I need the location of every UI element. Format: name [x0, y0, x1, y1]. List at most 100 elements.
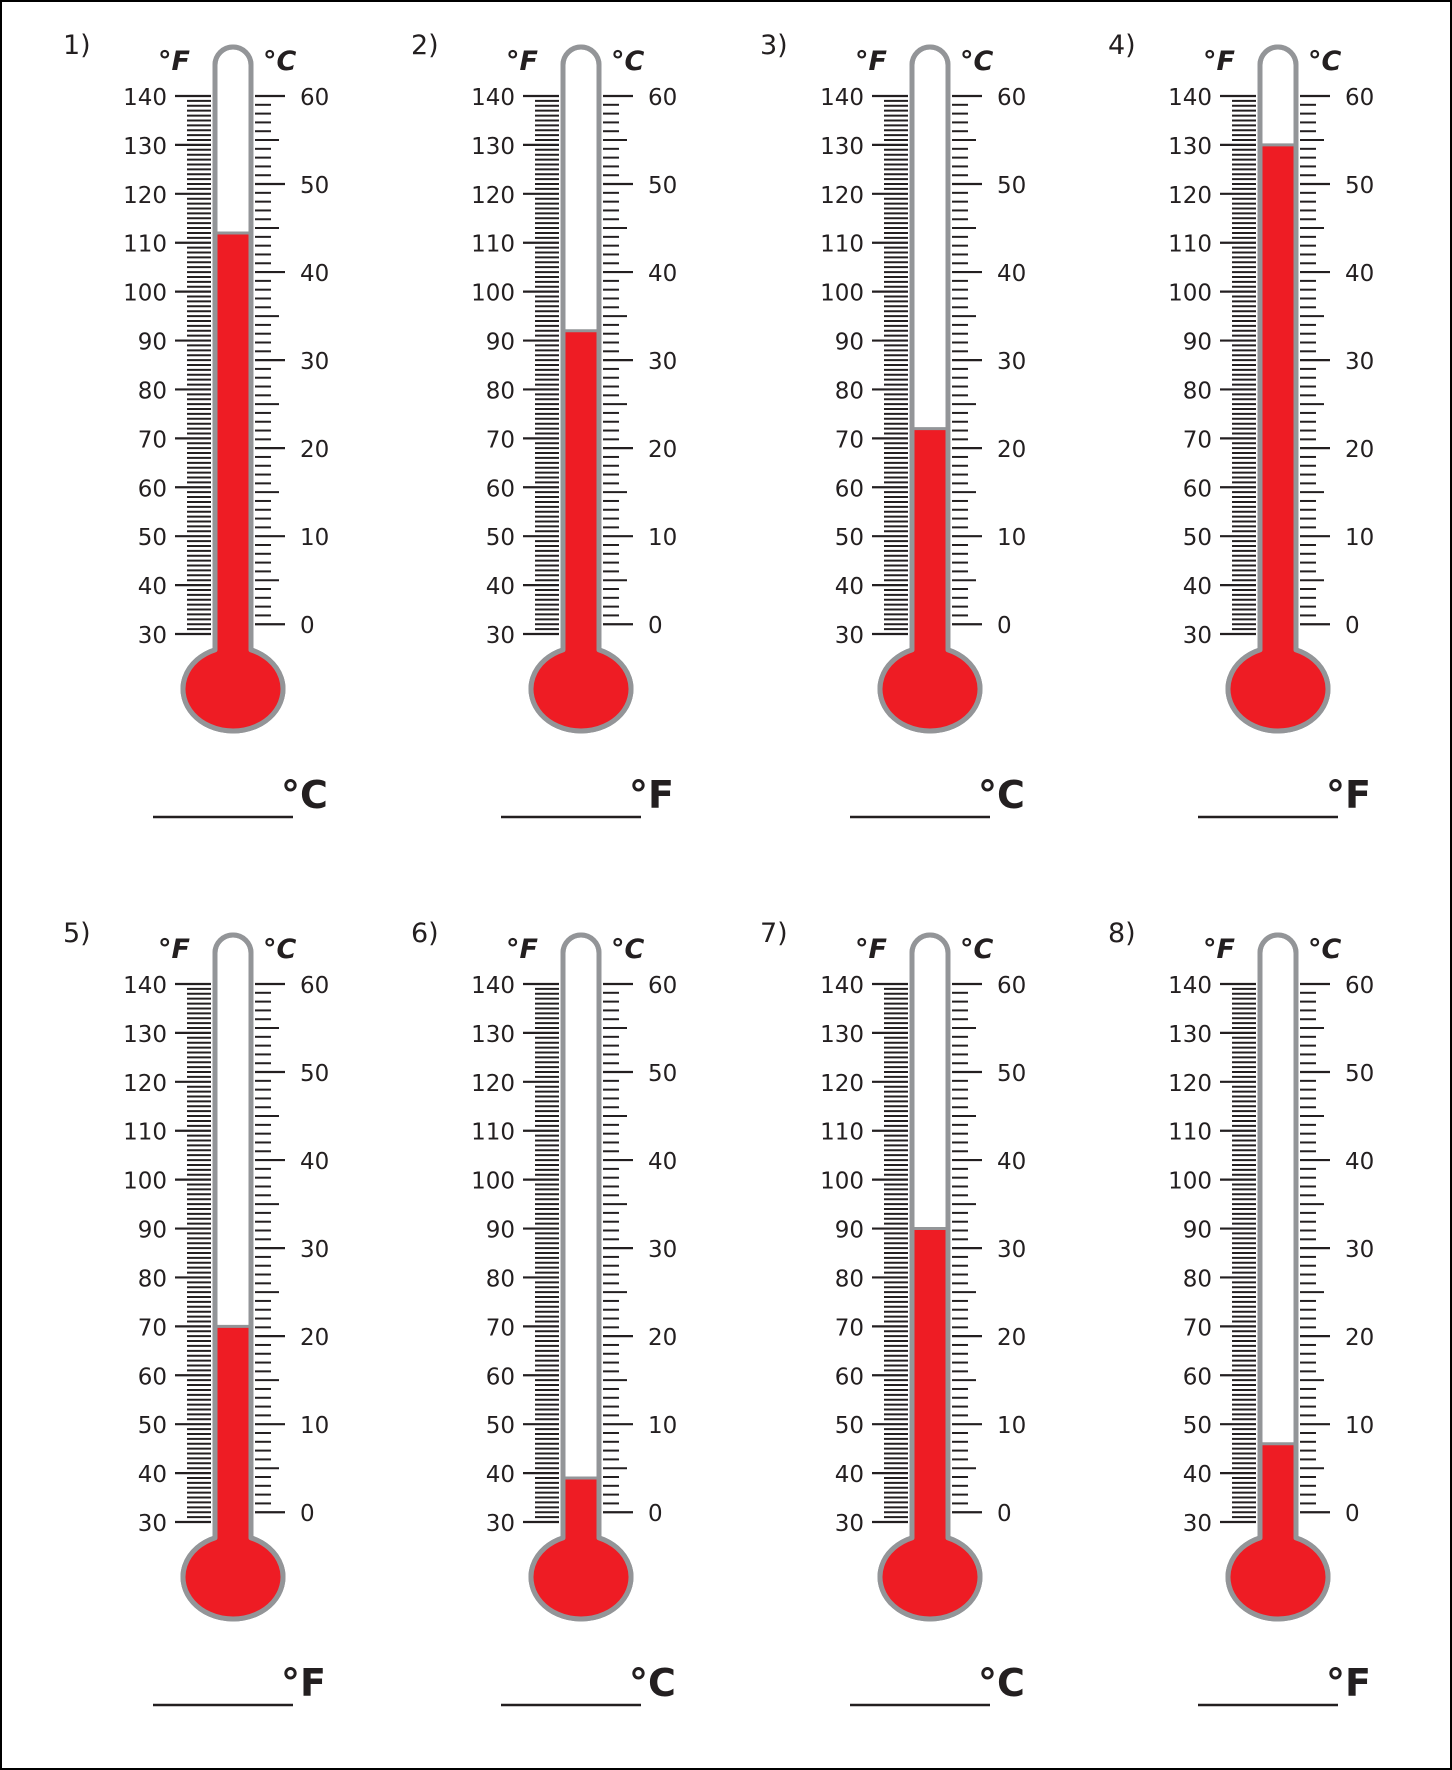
question-number: 2) [411, 30, 439, 61]
celsius-header: °C [263, 46, 297, 77]
mercury-column [531, 1477, 631, 1619]
fahrenheit-tick-label: 90 [486, 330, 515, 356]
fahrenheit-tick-label: 110 [820, 1120, 864, 1146]
fahrenheit-tick-label: 30 [1183, 623, 1212, 649]
answer-unit: °C [629, 1661, 676, 1705]
thermometer-5: 5)°F °C1401301201101009080706050403060504… [63, 918, 329, 1707]
fahrenheit-header: °F [506, 46, 539, 77]
celsius-tick-label: 0 [997, 1501, 1012, 1527]
fahrenheit-tick-label: 90 [835, 330, 864, 356]
fahrenheit-tick-label: 90 [486, 1218, 515, 1244]
fahrenheit-tick-label: 40 [1183, 1462, 1212, 1488]
celsius-tick-label: 20 [648, 1325, 677, 1351]
fahrenheit-tick-label: 60 [1183, 476, 1212, 502]
mercury-column [1228, 1443, 1328, 1619]
celsius-tick-label: 0 [300, 613, 315, 639]
celsius-tick-label: 20 [300, 1325, 329, 1351]
fahrenheit-tick-label: 70 [1183, 1315, 1212, 1341]
thermometer-7: 7)°F °C1401301201101009080706050403060504… [760, 918, 1026, 1707]
fahrenheit-tick-label: 80 [835, 1266, 864, 1292]
answer-unit: °F [1326, 1661, 1371, 1705]
fahrenheit-tick-label: 130 [820, 134, 864, 160]
celsius-tick-label: 40 [1345, 1149, 1374, 1175]
celsius-tick-label: 60 [300, 85, 329, 111]
celsius-tick-label: 30 [648, 349, 677, 375]
thermometer-2: 2)°F °C1401301201101009080706050403060504… [411, 30, 677, 819]
fahrenheit-tick-label: 80 [1183, 1266, 1212, 1292]
fahrenheit-tick-label: 90 [1183, 330, 1212, 356]
fahrenheit-tick-label: 60 [1183, 1364, 1212, 1390]
fahrenheit-tick-label: 60 [835, 476, 864, 502]
celsius-tick-label: 10 [1345, 525, 1374, 551]
celsius-tick-label: 40 [997, 261, 1026, 287]
fahrenheit-tick-label: 70 [138, 1315, 167, 1341]
answer-unit: °C [281, 773, 328, 817]
fahrenheit-tick-label: 50 [835, 1413, 864, 1439]
celsius-tick-label: 10 [648, 525, 677, 551]
celsius-tick-label: 40 [1345, 261, 1374, 287]
fahrenheit-tick-label: 130 [1168, 1022, 1212, 1048]
fahrenheit-tick-label: 80 [138, 1266, 167, 1292]
answer-unit: °F [1326, 773, 1371, 817]
fahrenheit-tick-label: 120 [820, 1071, 864, 1097]
question-number: 8) [1108, 918, 1136, 949]
fahrenheit-tick-label: 140 [820, 85, 864, 111]
fahrenheit-tick-label: 40 [1183, 574, 1212, 600]
celsius-header: °C [263, 934, 297, 965]
fahrenheit-tick-label: 40 [138, 1462, 167, 1488]
fahrenheit-tick-label: 140 [471, 85, 515, 111]
fahrenheit-tick-label: 30 [486, 1511, 515, 1537]
fahrenheit-tick-label: 50 [486, 1413, 515, 1439]
celsius-tick-label: 0 [1345, 1501, 1360, 1527]
fahrenheit-tick-label: 50 [835, 525, 864, 551]
thermometer-4: 4)°F °C1401301201101009080706050403060504… [1108, 30, 1374, 819]
fahrenheit-tick-label: 60 [835, 1364, 864, 1390]
celsius-header: °C [611, 934, 645, 965]
fahrenheit-tick-label: 50 [1183, 1413, 1212, 1439]
question-number: 7) [760, 918, 788, 949]
thermometer-outline [528, 932, 634, 1622]
thermometer-3: 3)°F °C1401301201101009080706050403060504… [760, 30, 1026, 819]
celsius-tick-label: 0 [1345, 613, 1360, 639]
fahrenheit-tick-label: 30 [138, 1511, 167, 1537]
thermometer-outline [180, 44, 286, 734]
fahrenheit-tick-label: 90 [835, 1218, 864, 1244]
fahrenheit-tick-label: 120 [1168, 1071, 1212, 1097]
fahrenheit-tick-label: 130 [471, 134, 515, 160]
fahrenheit-tick-label: 50 [1183, 525, 1212, 551]
fahrenheit-tick-label: 70 [138, 427, 167, 453]
fahrenheit-tick-label: 40 [835, 574, 864, 600]
fahrenheit-tick-label: 100 [1168, 281, 1212, 307]
celsius-tick-label: 40 [300, 261, 329, 287]
fahrenheit-tick-label: 100 [820, 1169, 864, 1195]
fahrenheit-tick-label: 140 [123, 85, 167, 111]
fahrenheit-tick-label: 30 [835, 623, 864, 649]
thermometer-outline [1225, 932, 1331, 1622]
celsius-tick-label: 60 [648, 85, 677, 111]
celsius-tick-label: 20 [997, 1325, 1026, 1351]
fahrenheit-tick-label: 140 [820, 973, 864, 999]
fahrenheit-tick-label: 120 [471, 183, 515, 209]
celsius-tick-label: 50 [300, 173, 329, 199]
fahrenheit-tick-label: 40 [486, 1462, 515, 1488]
question-number: 6) [411, 918, 439, 949]
mercury-column [1228, 144, 1328, 732]
fahrenheit-tick-label: 110 [820, 232, 864, 258]
celsius-tick-label: 60 [1345, 85, 1374, 111]
fahrenheit-tick-label: 60 [138, 1364, 167, 1390]
fahrenheit-tick-label: 80 [1183, 378, 1212, 404]
fahrenheit-tick-label: 30 [1183, 1511, 1212, 1537]
mercury-column [183, 1326, 283, 1619]
fahrenheit-tick-label: 50 [138, 525, 167, 551]
fahrenheit-tick-label: 120 [820, 183, 864, 209]
celsius-tick-label: 0 [648, 1501, 663, 1527]
celsius-tick-label: 30 [997, 349, 1026, 375]
fahrenheit-tick-label: 130 [471, 1022, 515, 1048]
answer-unit: °F [629, 773, 674, 817]
fahrenheit-tick-label: 90 [138, 1218, 167, 1244]
thermometer-outline [1225, 44, 1331, 734]
question-number: 1) [63, 30, 91, 61]
celsius-tick-label: 0 [648, 613, 663, 639]
fahrenheit-header: °F [1203, 46, 1236, 77]
